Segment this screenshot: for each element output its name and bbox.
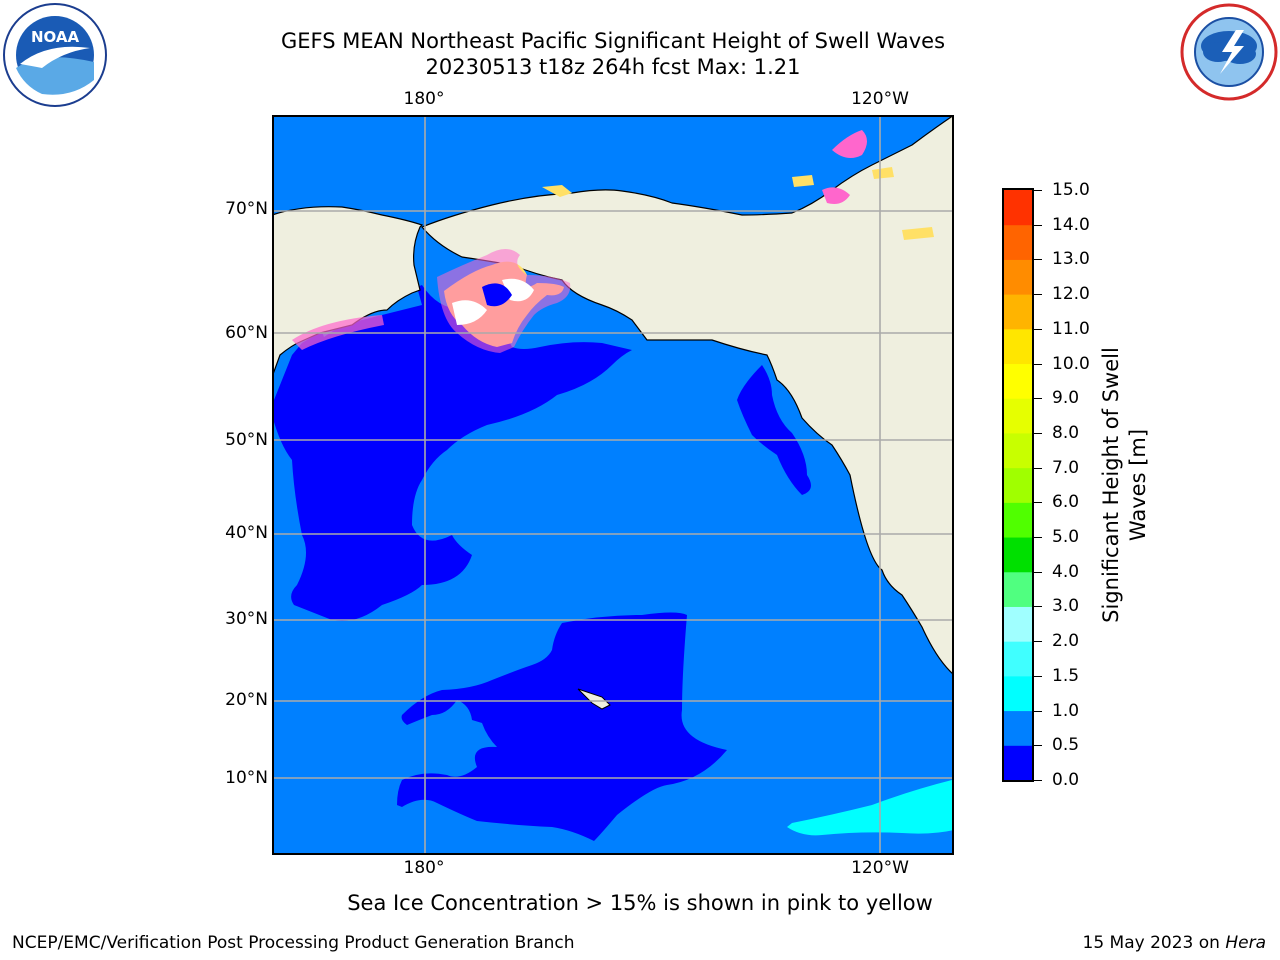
colorbar-tick-mark bbox=[1034, 467, 1042, 469]
swell-region-low-subtropical bbox=[397, 612, 727, 841]
footer-credit: NCEP/EMC/Verification Post Processing Pr… bbox=[12, 933, 575, 953]
lat-label-50n: 50°N bbox=[225, 430, 268, 450]
colorbar-tick-label: 4.0 bbox=[1052, 561, 1080, 582]
colorbar-segment bbox=[1004, 190, 1032, 226]
colorbar-tick-label: 6.0 bbox=[1052, 492, 1080, 513]
colorbar-segment bbox=[1004, 641, 1032, 677]
colorbar-segment bbox=[1004, 745, 1032, 781]
colorbar-tick-label: 10.0 bbox=[1052, 353, 1090, 374]
colorbar-tick-mark bbox=[1034, 675, 1042, 677]
colorbar-frame bbox=[1002, 188, 1034, 782]
colorbar-tick-label: 5.0 bbox=[1052, 527, 1080, 548]
colorbar-tick-mark bbox=[1034, 606, 1042, 608]
colorbar-tick-label: 8.0 bbox=[1052, 422, 1080, 443]
colorbar-tick-mark bbox=[1034, 502, 1042, 504]
colorbar-segment bbox=[1004, 606, 1032, 642]
colorbar-tick-label: 2.0 bbox=[1052, 631, 1080, 652]
land-alaska-canada bbox=[421, 115, 954, 676]
colorbar-label: Significant Height of Swell Waves [m] bbox=[1099, 347, 1150, 623]
colorbar-tick-mark bbox=[1034, 641, 1042, 643]
colorbar-tick-label: 0.5 bbox=[1052, 735, 1080, 756]
colorbar-tick-label: 9.0 bbox=[1052, 388, 1080, 409]
lat-label-70n: 70°N bbox=[225, 199, 268, 219]
colorbar-segment bbox=[1004, 259, 1032, 295]
colorbar-tick-mark bbox=[1034, 432, 1042, 434]
map-frame bbox=[272, 115, 954, 855]
lon-label-top-120w: 120°W bbox=[851, 89, 909, 109]
colorbar-tick-mark bbox=[1034, 294, 1042, 296]
colorbar-tick-mark bbox=[1034, 780, 1042, 781]
colorbar-tick-mark bbox=[1034, 710, 1042, 712]
colorbar-tick-label: 1.5 bbox=[1052, 665, 1080, 686]
colorbar-tick-mark bbox=[1034, 571, 1042, 573]
colorbar-segment bbox=[1004, 537, 1032, 573]
colorbar-tick-mark bbox=[1034, 328, 1042, 330]
footer-host: Hera bbox=[1225, 933, 1266, 953]
swell-height-map bbox=[272, 115, 954, 855]
colorbar-tick-label: 0.0 bbox=[1052, 770, 1080, 790]
colorbar-tick-mark bbox=[1034, 745, 1042, 747]
colorbar-tick-label: 14.0 bbox=[1052, 214, 1090, 235]
colorbar-tick-mark bbox=[1034, 398, 1042, 400]
colorbar-tick-mark bbox=[1034, 190, 1042, 191]
sea-ice-note: Sea Ice Concentration > 15% is shown in … bbox=[347, 891, 933, 915]
colorbar-tick-mark bbox=[1034, 224, 1042, 226]
lon-label-bottom-120w: 120°W bbox=[851, 858, 909, 878]
lon-label-top-180: 180° bbox=[403, 89, 445, 109]
colorbar bbox=[1002, 188, 1034, 782]
colorbar-tick-label: 1.0 bbox=[1052, 700, 1080, 721]
colorbar-segment bbox=[1004, 294, 1032, 330]
swell-region-cyan bbox=[787, 780, 954, 836]
colorbar-segment bbox=[1004, 675, 1032, 712]
footer-date: 15 May 2023 on Hera bbox=[1083, 933, 1267, 953]
colorbar-segment bbox=[1004, 710, 1032, 746]
lat-label-30n: 30°N bbox=[225, 609, 268, 629]
colorbar-segment bbox=[1004, 467, 1032, 503]
colorbar-segment bbox=[1004, 502, 1032, 538]
colorbar-tick-label: 13.0 bbox=[1052, 249, 1090, 270]
colorbar-tick-label: 11.0 bbox=[1052, 318, 1090, 339]
lat-label-10n: 10°N bbox=[225, 768, 268, 788]
colorbar-tick-mark bbox=[1034, 259, 1042, 261]
colorbar-tick-label: 7.0 bbox=[1052, 457, 1080, 478]
colorbar-tick-label: 12.0 bbox=[1052, 284, 1090, 305]
nws-logo bbox=[1180, 3, 1278, 101]
swell-region-low-bc-coast bbox=[737, 365, 811, 495]
colorbar-segment bbox=[1004, 224, 1032, 260]
colorbar-segment bbox=[1004, 571, 1032, 607]
noaa-logo: NOAA bbox=[3, 3, 107, 107]
colorbar-tick-label: 3.0 bbox=[1052, 596, 1080, 617]
noaa-logo-text: NOAA bbox=[31, 28, 80, 46]
colorbar-segment bbox=[1004, 398, 1032, 434]
lon-label-bottom-180: 180° bbox=[403, 858, 445, 878]
figure-title-line2: 20230513 t18z 264h fcst Max: 1.21 bbox=[425, 55, 801, 79]
colorbar-segment bbox=[1004, 328, 1032, 365]
colorbar-tick-mark bbox=[1034, 363, 1042, 365]
swell-region-low-bering bbox=[272, 285, 632, 621]
colorbar-segment bbox=[1004, 432, 1032, 469]
colorbar-segment bbox=[1004, 363, 1032, 399]
colorbar-tick-mark bbox=[1034, 537, 1042, 539]
lat-label-20n: 20°N bbox=[225, 690, 268, 710]
lat-label-60n: 60°N bbox=[225, 323, 268, 343]
graticule bbox=[272, 115, 954, 855]
footer-date-text: 15 May 2023 on bbox=[1082, 933, 1226, 953]
colorbar-tick-label: 15.0 bbox=[1052, 180, 1090, 200]
figure-title-line1: GEFS MEAN Northeast Pacific Significant … bbox=[280, 29, 946, 53]
lat-label-40n: 40°N bbox=[225, 523, 268, 543]
